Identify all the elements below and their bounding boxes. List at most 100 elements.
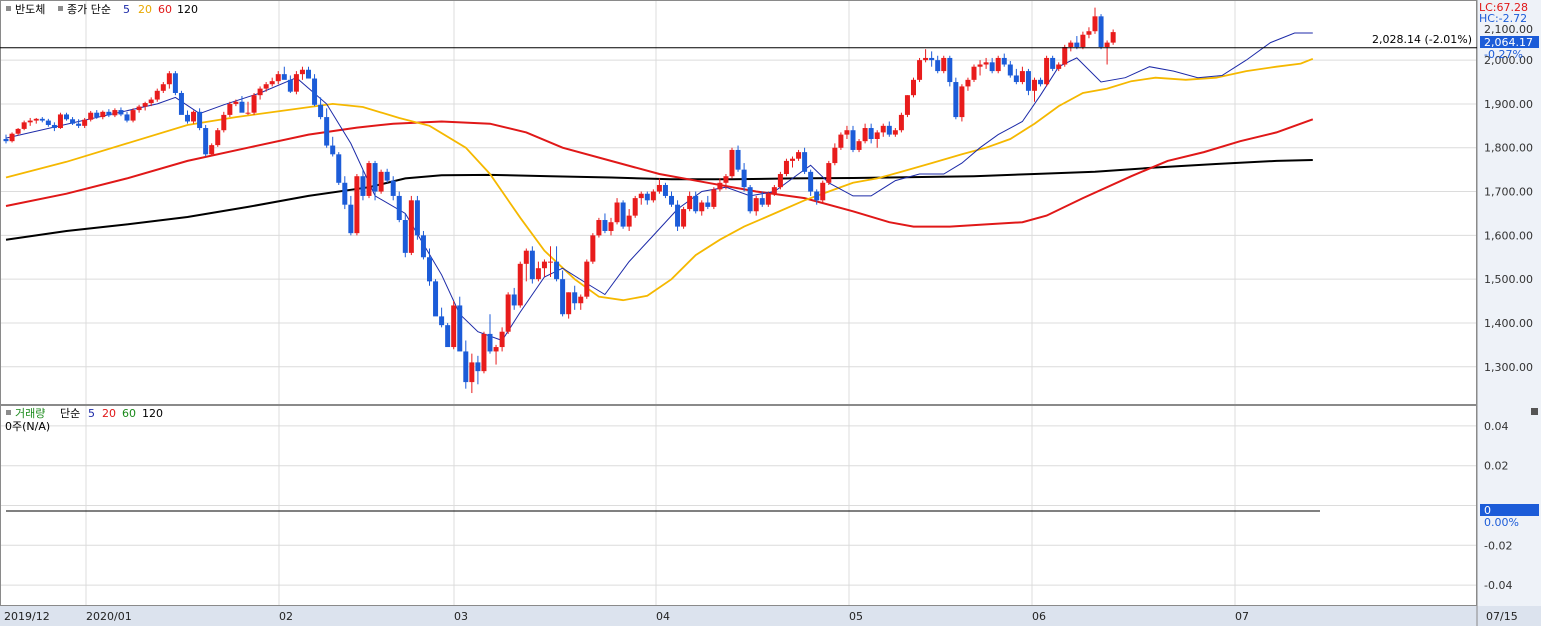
candlestick-layer[interactable]	[3, 7, 1116, 394]
candle[interactable]	[251, 92, 257, 115]
candle[interactable]	[76, 119, 82, 129]
candle[interactable]	[753, 195, 759, 216]
candle[interactable]	[983, 57, 989, 69]
candle[interactable]	[263, 82, 269, 92]
candle[interactable]	[499, 327, 505, 352]
candle[interactable]	[420, 230, 426, 260]
candle[interactable]	[227, 101, 233, 118]
candle[interactable]	[535, 261, 541, 282]
candle[interactable]	[233, 99, 239, 107]
candle[interactable]	[584, 259, 590, 299]
candle[interactable]	[1044, 55, 1050, 87]
candle[interactable]	[626, 209, 632, 231]
candle[interactable]	[306, 66, 311, 79]
candle[interactable]	[1062, 44, 1068, 67]
candle[interactable]	[917, 57, 923, 83]
candle[interactable]	[747, 184, 753, 214]
candle[interactable]	[868, 123, 874, 144]
candle[interactable]	[1050, 55, 1056, 72]
candle[interactable]	[941, 55, 947, 74]
candle[interactable]	[923, 49, 929, 63]
candle[interactable]	[1086, 27, 1092, 39]
candle[interactable]	[989, 57, 995, 74]
candle[interactable]	[638, 191, 644, 205]
candle[interactable]	[632, 195, 638, 218]
candle[interactable]	[1007, 61, 1013, 78]
candle[interactable]	[88, 110, 94, 122]
candle[interactable]	[106, 109, 112, 118]
candle[interactable]	[711, 187, 717, 210]
candle[interactable]	[33, 117, 39, 124]
candle[interactable]	[729, 147, 735, 179]
candle[interactable]	[777, 171, 783, 190]
candle[interactable]	[662, 182, 668, 199]
collapse-icon[interactable]	[1531, 408, 1538, 415]
candle[interactable]	[160, 82, 166, 93]
candle[interactable]	[1068, 40, 1074, 52]
candle[interactable]	[644, 191, 650, 205]
candle[interactable]	[445, 322, 451, 348]
candle[interactable]	[717, 178, 723, 192]
candle[interactable]	[203, 124, 209, 157]
candle[interactable]	[197, 108, 203, 131]
candle[interactable]	[457, 296, 463, 352]
candle[interactable]	[578, 294, 584, 310]
candle[interactable]	[390, 176, 396, 201]
candle[interactable]	[287, 75, 293, 93]
candle[interactable]	[366, 160, 372, 199]
candle[interactable]	[517, 261, 523, 308]
candle[interactable]	[342, 176, 348, 210]
candle[interactable]	[239, 96, 245, 113]
candle[interactable]	[269, 77, 275, 87]
candle[interactable]	[977, 60, 983, 76]
candle[interactable]	[433, 279, 439, 317]
candle[interactable]	[130, 108, 136, 123]
candle[interactable]	[51, 122, 57, 132]
candle[interactable]	[886, 121, 892, 137]
candle[interactable]	[529, 246, 535, 284]
candle[interactable]	[995, 55, 1001, 74]
candle[interactable]	[275, 71, 281, 85]
candle[interactable]	[354, 174, 360, 236]
candle[interactable]	[299, 66, 305, 80]
candle[interactable]	[215, 128, 221, 147]
candle[interactable]	[608, 217, 614, 236]
candle[interactable]	[511, 287, 517, 310]
candle[interactable]	[402, 213, 408, 258]
candle[interactable]	[814, 189, 820, 205]
candle[interactable]	[70, 117, 76, 125]
candle[interactable]	[100, 110, 106, 120]
candle[interactable]	[802, 147, 808, 175]
price-legend[interactable]: 반도체 종가 단순 5 20 60 120	[6, 3, 198, 16]
candle[interactable]	[741, 163, 747, 192]
candle[interactable]	[45, 118, 51, 127]
candle[interactable]	[293, 71, 299, 95]
candle[interactable]	[820, 180, 826, 203]
candle[interactable]	[257, 86, 263, 100]
candle[interactable]	[1001, 53, 1007, 67]
candle[interactable]	[1019, 66, 1025, 85]
candle[interactable]	[57, 112, 63, 129]
candle[interactable]	[21, 120, 27, 131]
candle[interactable]	[765, 191, 771, 207]
candle[interactable]	[838, 132, 844, 150]
candle[interactable]	[1080, 31, 1086, 50]
candle[interactable]	[1025, 68, 1031, 96]
candle[interactable]	[15, 128, 21, 136]
candle[interactable]	[469, 353, 475, 394]
candle[interactable]	[318, 97, 324, 120]
candle[interactable]	[971, 64, 977, 83]
candle[interactable]	[82, 117, 88, 129]
candle[interactable]	[783, 158, 789, 177]
candle[interactable]	[118, 107, 124, 117]
candle[interactable]	[112, 108, 118, 118]
candle[interactable]	[959, 84, 965, 122]
candle[interactable]	[463, 340, 469, 389]
candle[interactable]	[771, 184, 777, 196]
candle[interactable]	[124, 111, 130, 123]
candle[interactable]	[348, 195, 354, 236]
candle[interactable]	[874, 130, 880, 148]
candle[interactable]	[439, 307, 445, 328]
candle[interactable]	[850, 125, 856, 153]
